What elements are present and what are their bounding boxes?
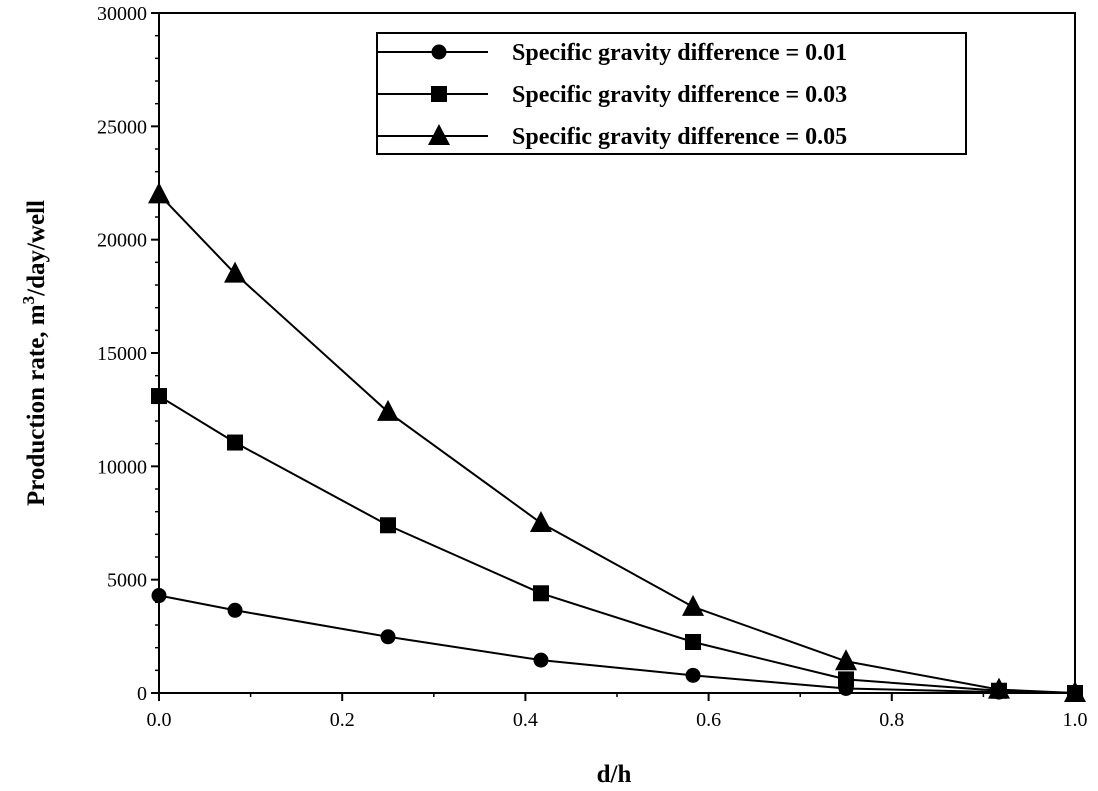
series-2-point: [151, 388, 167, 405]
series-1-point: [227, 602, 243, 618]
series-1-point: [685, 667, 701, 683]
x-axis-title: d/h: [597, 761, 632, 788]
series-1-point: [533, 652, 549, 668]
series-3-point: [377, 399, 399, 421]
y-axis-title-superscript: 3: [19, 296, 38, 305]
series-1-point: [380, 629, 396, 645]
axes: 0 5000 10000 15000 20000 25000 30000 0.0 0.2 0.4 0…: [97, 3, 1088, 731]
legend-label: Specific gravity difference = 0.01: [512, 40, 847, 66]
y-tick-label: 15000: [97, 343, 147, 365]
series-2-line: [158, 395, 1076, 694]
series-1-point: [151, 588, 167, 604]
legend-marker-square: [431, 86, 447, 102]
legend: Specific gravity difference = 0.01 Specif…: [376, 32, 967, 155]
x-tick-label: 0.6: [696, 709, 721, 731]
series-2-point: [838, 671, 854, 688]
y-tick-label: 10000: [97, 456, 147, 478]
legend-item-3: Specific gravity difference = 0.05: [377, 124, 847, 150]
legend-label: Specific gravity difference = 0.05: [512, 124, 847, 150]
series-3-line: [158, 193, 1076, 694]
series-3: [148, 182, 1086, 702]
y-tick-label: 30000: [97, 3, 147, 25]
series-3-point: [835, 649, 857, 671]
series-3-point: [148, 182, 170, 204]
series-3-point: [529, 511, 552, 532]
x-tick-label: 1.0: [1063, 709, 1088, 731]
legend-marker-triangle: [428, 124, 450, 145]
series-2-point: [685, 634, 702, 650]
series-3-point: [987, 677, 1010, 699]
legend-label: Specific gravity difference = 0.03: [512, 82, 847, 108]
series-2-point: [227, 434, 244, 451]
y-axis-title-tail: /day/well: [23, 200, 50, 297]
y-tick-label: 20000: [97, 230, 147, 252]
y-tick-label: 25000: [97, 116, 147, 138]
series-layer: [148, 182, 1086, 702]
y-tick-label: 0: [137, 683, 147, 705]
series-2-point: [532, 585, 549, 602]
series-3-point: [1064, 681, 1086, 702]
legend-item-1: Specific gravity difference = 0.01: [377, 40, 847, 66]
legend-item-2: Specific gravity difference = 0.03: [377, 82, 847, 108]
series-2: [151, 388, 1083, 701]
y-axis-title-main: Production rate, m: [23, 304, 50, 506]
series-3-point: [682, 594, 705, 616]
y-axis-title: Production rate, m3/day/well: [19, 200, 50, 506]
legend-marker-circle: [431, 44, 447, 60]
x-tick-label: 0.2: [330, 709, 355, 731]
x-tick-label: 0.0: [147, 709, 172, 731]
series-1-line: [158, 594, 1076, 694]
x-tick-label: 0.8: [879, 709, 904, 731]
x-tick-label: 0.4: [513, 709, 538, 731]
series-2-point: [380, 517, 396, 534]
y-tick-label: 5000: [107, 570, 147, 592]
series-3-point: [224, 261, 247, 283]
series-1: [151, 588, 1083, 701]
